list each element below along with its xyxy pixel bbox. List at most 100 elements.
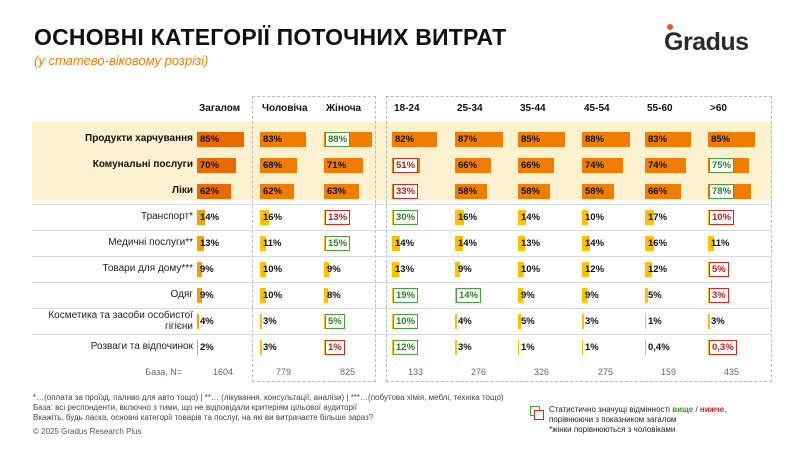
value-label: 9%: [521, 290, 535, 301]
value-label: 58%: [458, 186, 478, 197]
value-label: 30%: [393, 210, 419, 225]
bar-mark: [455, 210, 464, 225]
value-label: 14%: [395, 238, 415, 249]
value-label: 9%: [585, 290, 599, 301]
value-label: 13%: [325, 210, 351, 225]
base-value: 1604: [213, 367, 234, 377]
value-label: 13%: [395, 264, 415, 275]
base-value: 435: [724, 367, 740, 377]
legend-higher: вище: [672, 405, 694, 414]
legend-lower-icon: [534, 410, 544, 420]
value-label: 70%: [200, 160, 220, 171]
value-label: 83%: [648, 134, 668, 145]
value-label: 9%: [327, 264, 341, 275]
value-label: 10%: [709, 210, 735, 225]
bar-mark: [708, 132, 755, 147]
value-label: 13%: [521, 238, 541, 249]
value-label: 1%: [325, 340, 345, 355]
base-value: 275: [598, 367, 614, 377]
value-label: 4%: [458, 316, 472, 327]
value-label: 10%: [521, 264, 541, 275]
value-label: 0,4%: [648, 342, 670, 353]
bar-mark: [260, 288, 266, 303]
bar-mark: [645, 132, 691, 147]
base-value: 825: [340, 367, 356, 377]
bar-mark: [582, 158, 623, 173]
value-label: 5%: [709, 262, 729, 277]
bar-mark: [518, 184, 550, 199]
value-label: 14%: [456, 288, 482, 303]
value-label: 13%: [200, 238, 220, 249]
value-label: 3%: [458, 342, 472, 353]
value-label: 85%: [521, 134, 541, 145]
bar-mark: [518, 210, 526, 225]
value-label: 1%: [521, 342, 535, 353]
base-value: 159: [661, 367, 677, 377]
bar-mark: [582, 288, 587, 303]
bar-mark: [645, 210, 655, 225]
column-header: 25-34: [457, 103, 483, 114]
row-separator: [32, 230, 772, 231]
value-label: 14%: [200, 212, 220, 223]
value-label: 62%: [263, 186, 283, 197]
bar-mark: [645, 340, 646, 355]
value-label: 11%: [711, 238, 730, 249]
bar-mark: [324, 288, 329, 303]
value-label: 4%: [200, 316, 214, 327]
value-label: 10%: [585, 212, 605, 223]
value-label: 3%: [263, 342, 277, 353]
value-label: 0,3%: [709, 340, 737, 355]
row-separator: [32, 204, 772, 205]
value-label: 12%: [393, 340, 419, 355]
value-label: 78%: [709, 184, 735, 199]
legend-separator: /: [693, 405, 700, 414]
row-label: Продукти харчування: [85, 133, 193, 144]
column-header: Загалом: [199, 103, 241, 114]
base-value: 276: [471, 367, 487, 377]
footnote-definitions: *…(оплата за проїзд, паливо для авто тощ…: [33, 393, 504, 402]
bar-mark: [260, 184, 295, 199]
value-label: 51%: [393, 158, 419, 173]
value-label: 14%: [521, 212, 541, 223]
bar-mark: [197, 236, 205, 251]
column-header: 18-24: [394, 103, 420, 114]
bar-mark: [582, 184, 614, 199]
gender-group-frame: [252, 96, 376, 382]
value-label: 14%: [458, 238, 478, 249]
value-label: 9%: [458, 264, 472, 275]
bar-mark: [518, 314, 521, 329]
bar-mark: [582, 236, 590, 251]
column-header: 45-54: [584, 103, 610, 114]
value-label: 58%: [585, 186, 605, 197]
bar-mark: [455, 262, 460, 277]
value-label: 66%: [458, 160, 478, 171]
bar-mark: [708, 236, 715, 251]
value-label: 10%: [393, 314, 419, 329]
bar-mark: [455, 340, 457, 355]
value-label: 5%: [325, 314, 345, 329]
bar-mark: [197, 132, 244, 147]
value-label: 87%: [458, 134, 478, 145]
logo-text: Gradus: [664, 28, 749, 56]
value-label: 15%: [325, 236, 351, 251]
bar-mark: [260, 314, 262, 329]
bar-mark: [645, 262, 652, 277]
column-header: >60: [710, 103, 727, 114]
value-label: 19%: [393, 288, 419, 303]
value-label: 3%: [711, 316, 725, 327]
bar-mark: [260, 262, 266, 277]
legend-line3: *жінки порівнюються з чоловіками: [549, 425, 676, 434]
row-label: Розваги та відпочинок: [90, 341, 193, 352]
column-header: 35-44: [520, 103, 546, 114]
bar-mark: [645, 158, 686, 173]
footnote-question: Вкажіть, будь ласка, основні категорії т…: [33, 413, 374, 422]
column-header: 55-60: [647, 103, 673, 114]
value-label: 74%: [648, 160, 668, 171]
value-label: 68%: [263, 160, 283, 171]
value-label: 10%: [263, 290, 283, 301]
bar-mark: [455, 236, 463, 251]
logo-dot-icon: [667, 24, 673, 30]
base-label: База, N=: [145, 367, 182, 377]
value-label: 66%: [521, 160, 541, 171]
page-title: ОСНОВНІ КАТЕГОРІЇ ПОТОЧНИХ ВИТРАТ: [34, 24, 507, 50]
